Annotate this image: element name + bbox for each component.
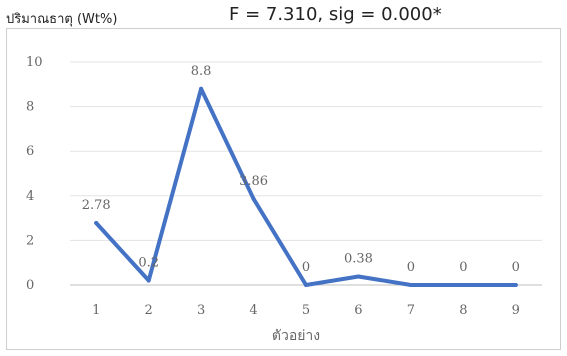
y-tick-label: 4 (26, 189, 34, 204)
y-tick-label: 8 (26, 100, 34, 115)
data-point (146, 278, 151, 283)
x-tick-label: 8 (459, 303, 467, 318)
statistic-annotation: F = 7.310, sig = 0.000* (229, 4, 442, 25)
data-label: 0 (407, 260, 415, 275)
data-point (408, 283, 413, 287)
data-label: 8.8 (191, 64, 212, 79)
x-tick-label: 4 (249, 303, 257, 318)
data-point (251, 196, 256, 201)
x-axis-title: ตัวอย่าง (272, 328, 320, 344)
data-label: 0 (302, 260, 310, 275)
x-tick-label: 6 (354, 303, 362, 318)
data-label: 2.78 (82, 198, 111, 213)
y-axis-title: ปริมาณธาตุ (Wt%) (6, 12, 118, 27)
data-point (513, 283, 518, 287)
y-tick-label: 0 (26, 278, 34, 293)
chart-frame (6, 28, 561, 350)
data-point (94, 221, 99, 226)
data-label: 0 (512, 260, 520, 275)
x-tick-label: 1 (92, 303, 100, 318)
y-tick-label: 6 (26, 144, 34, 159)
data-label: 0.2 (138, 256, 159, 271)
data-point (199, 86, 204, 91)
x-tick-label: 9 (512, 303, 520, 318)
data-label: 3.86 (239, 174, 268, 189)
x-tick-label: 2 (145, 303, 153, 318)
x-tick-label: 5 (302, 303, 310, 318)
y-tick-label: 10 (26, 55, 43, 70)
x-tick-label: 7 (407, 303, 415, 318)
y-tick-label: 2 (26, 233, 34, 248)
data-point (304, 283, 308, 287)
data-label: 0.38 (344, 252, 373, 267)
x-tick-label: 3 (197, 303, 205, 318)
data-label: 0 (459, 260, 467, 275)
data-point (356, 274, 361, 279)
data-point (461, 283, 466, 287)
